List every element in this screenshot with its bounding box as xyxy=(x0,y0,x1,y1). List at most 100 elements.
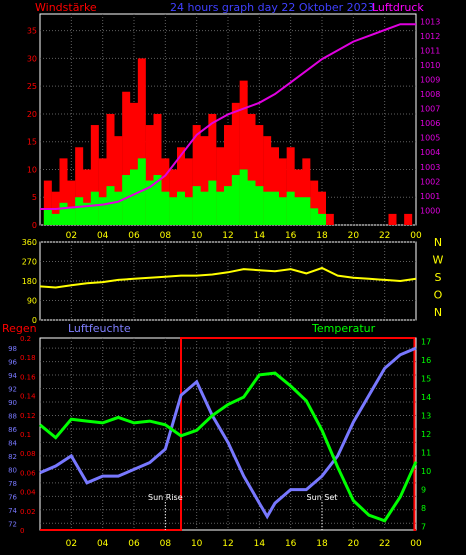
wind-speed-bar xyxy=(263,191,272,225)
rain-tick-label: 0.08 xyxy=(20,450,36,458)
sun-label: Sun Set xyxy=(307,493,338,502)
wind-speed-bar xyxy=(216,191,225,225)
sun-annotations: Sun Rise Sun Set xyxy=(148,493,337,530)
hour-label: 04 xyxy=(97,539,109,549)
hour-label: 12 xyxy=(222,231,233,241)
wind-speed-bar xyxy=(208,180,217,225)
compass-label: N xyxy=(434,306,442,319)
wind-gust-bar xyxy=(145,125,154,225)
wind-speed-bar xyxy=(302,197,311,225)
rain-tick-label: 0.18 xyxy=(20,354,36,362)
wind-gust-bar xyxy=(200,136,209,225)
wind-speed-bar xyxy=(310,208,319,225)
wind-tick-label: 5 xyxy=(32,193,37,202)
wind-tick-label: 25 xyxy=(27,82,37,91)
compass-label: N xyxy=(434,236,442,249)
pressure-tick-label: 1013 xyxy=(420,17,440,26)
wind-speed-bar xyxy=(239,169,248,225)
compass-label: S xyxy=(435,271,442,284)
wind-speed-bar xyxy=(169,197,178,225)
wind-title: Windstärke xyxy=(35,1,97,14)
humidity-tick-label: 92 xyxy=(8,386,17,394)
temperature-tick-label: 7 xyxy=(421,522,426,531)
wind-gust-bar xyxy=(122,91,131,225)
wind-speed-bar xyxy=(122,175,131,225)
wind-gust-bar xyxy=(75,147,84,225)
wind-gust-bar xyxy=(106,113,115,225)
wind-speed-bar xyxy=(231,175,240,225)
wind-speed-bar xyxy=(67,208,76,225)
wind-speed-bar xyxy=(318,213,326,225)
humidity-tick-label: 82 xyxy=(8,453,17,461)
pressure-tick-label: 1001 xyxy=(420,192,440,201)
wind-speed-bar xyxy=(98,197,107,225)
hour-label: 08 xyxy=(160,539,172,549)
humidity-line xyxy=(39,346,417,520)
temperature-label: Temperatur xyxy=(311,322,376,335)
wind-speed-bar xyxy=(255,186,264,225)
humidity-tick-label: 86 xyxy=(8,426,17,434)
wind-speed-bar xyxy=(271,191,279,225)
temperature-tick-label: 16 xyxy=(421,356,431,365)
pressure-tick-label: 1003 xyxy=(420,163,440,172)
panel3-tick-labels: 727476788082848688909294969800.020.040.0… xyxy=(8,335,431,535)
direction-tick-label: 0 xyxy=(32,316,37,325)
wind-gust-bar xyxy=(59,158,68,225)
hour-label: 12 xyxy=(222,539,233,549)
direction-tick-label: 90 xyxy=(27,297,37,306)
humidity-tick-label: 90 xyxy=(8,399,17,407)
humidity-tick-label: 94 xyxy=(8,372,17,380)
wind-speed-bar xyxy=(161,191,170,225)
wind-gust-bar xyxy=(247,113,256,225)
temperature-tick-label: 8 xyxy=(421,504,426,513)
wind-tick-label: 15 xyxy=(27,138,37,147)
humidity-label: Luftfeuchte xyxy=(68,322,131,335)
temperature-tick-label: 17 xyxy=(421,338,431,347)
wind-tick-label: 30 xyxy=(27,54,37,63)
wind-gust-bar xyxy=(67,180,76,225)
wind-tick-label: 0 xyxy=(32,221,37,230)
wind-gust-bar xyxy=(404,213,413,225)
hour-label: 14 xyxy=(254,231,266,241)
hour-label: 22 xyxy=(379,231,390,241)
wind-gust-bar xyxy=(310,180,319,225)
temperature-tick-label: 12 xyxy=(421,430,431,439)
wind-gust-bar xyxy=(216,147,225,225)
hour-tick-labels: 02 02 04 04 06 06 08 08 10 10 12 12 14 14 16 16 18 18 20 20… xyxy=(66,231,422,549)
wind-speed-bar xyxy=(83,202,91,225)
hour-label: 18 xyxy=(316,539,328,549)
hour-label: 10 xyxy=(191,539,203,549)
wind-gust-bar xyxy=(83,169,91,225)
rain-tick-label: 0.12 xyxy=(20,412,36,420)
wind-speed-bar xyxy=(43,208,52,225)
wind-speed-bar xyxy=(90,191,99,225)
humidity-tick-label: 76 xyxy=(8,493,17,501)
wind-gust-bar xyxy=(208,113,217,225)
wind-speed-bar xyxy=(192,186,201,225)
wind-gust-bar xyxy=(98,158,107,225)
pressure-tick-label: 1004 xyxy=(420,148,440,157)
pressure-tick-label: 1009 xyxy=(420,75,440,84)
wind-gust-bar xyxy=(153,113,162,225)
panel2-grid xyxy=(40,241,416,321)
wind-gust-bar xyxy=(224,125,232,225)
hour-label: 00 xyxy=(410,231,422,241)
temperature-tick-label: 13 xyxy=(421,412,431,421)
hour-label: 10 xyxy=(191,231,203,241)
humidity-tick-label: 74 xyxy=(8,507,17,515)
wind-gust-bar xyxy=(192,125,201,225)
hour-label: 04 xyxy=(97,231,109,241)
wind-speed-bar xyxy=(75,197,84,225)
hour-label: 14 xyxy=(254,539,266,549)
wind-gust-bar xyxy=(302,158,311,225)
hour-label: 18 xyxy=(316,231,328,241)
hour-label: 08 xyxy=(160,231,172,241)
temperature-tick-label: 10 xyxy=(421,467,431,476)
wind-speed-bar xyxy=(177,191,185,225)
rain-tick-label: 0.06 xyxy=(20,469,36,477)
hour-label: 02 xyxy=(66,231,77,241)
panel1-tick-labels: 0 5 10 15 20 25 30 35 1000 1001 1002 1003 1004 1005 10… xyxy=(27,17,441,230)
humidity-tick-label: 96 xyxy=(8,359,17,367)
hour-label: 06 xyxy=(128,231,140,241)
